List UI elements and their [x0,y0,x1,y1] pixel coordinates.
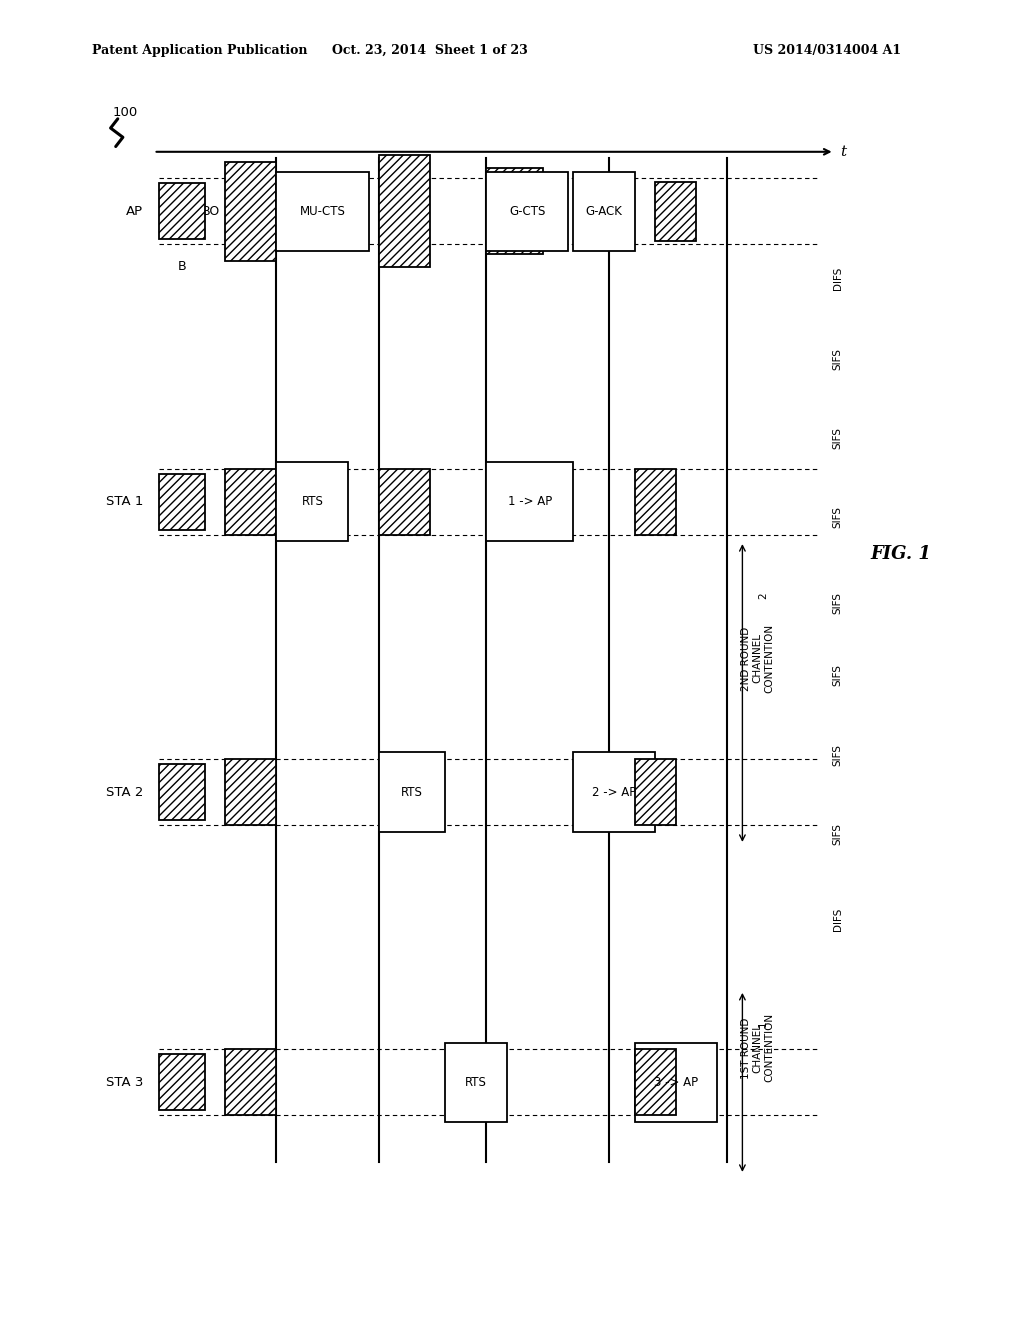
Text: B: B [178,260,186,273]
Bar [225,162,276,261]
Text: 1: 1 [758,1020,768,1027]
Text: BO: BO [202,205,220,218]
Bar [635,759,676,825]
Text: t: t [840,145,846,158]
Bar [159,764,205,820]
Text: US 2014/0314004 A1: US 2014/0314004 A1 [753,44,901,57]
Bar [276,462,348,541]
Text: RTS: RTS [401,785,423,799]
Bar [276,172,369,251]
Text: 2 -> AP: 2 -> AP [592,785,637,799]
Bar [655,181,696,242]
Bar [573,752,655,832]
Bar [225,1049,276,1115]
Text: RTS: RTS [465,1076,487,1089]
Text: Patent Application Publication: Patent Application Publication [92,44,307,57]
Text: G-CTS: G-CTS [509,205,546,218]
Text: AP: AP [126,205,143,218]
Text: SIFS: SIFS [833,743,843,766]
Text: SIFS: SIFS [833,347,843,370]
Bar [379,752,445,832]
Bar [225,759,276,825]
Bar [445,1043,507,1122]
Bar [159,1055,205,1110]
Text: STA 2: STA 2 [106,785,143,799]
Text: SIFS: SIFS [833,506,843,528]
Text: STA 3: STA 3 [106,1076,143,1089]
Text: 3 -> AP: 3 -> AP [653,1076,698,1089]
Bar [159,183,205,239]
Bar [486,168,543,253]
Bar [635,1043,717,1122]
Text: 1ST ROUND
CHANNEL
CONTENTION: 1ST ROUND CHANNEL CONTENTION [741,1014,774,1082]
Text: MU-CTS: MU-CTS [300,205,345,218]
Text: SIFS: SIFS [833,822,843,845]
Bar [225,469,276,535]
Text: DIFS: DIFS [833,907,843,931]
Bar [635,469,676,535]
Text: FIG. 1: FIG. 1 [870,545,932,564]
Text: SIFS: SIFS [833,426,843,449]
Text: 2: 2 [758,593,768,599]
Text: 2ND ROUND
CHANNEL
CONTENTION: 2ND ROUND CHANNEL CONTENTION [741,624,774,693]
Bar [635,1049,676,1115]
Text: 100: 100 [113,106,138,119]
Bar [379,154,430,267]
Bar [573,172,635,251]
Text: SIFS: SIFS [833,591,843,614]
Text: RTS: RTS [301,495,324,508]
Text: DIFS: DIFS [833,267,843,290]
Text: 1 -> AP: 1 -> AP [508,495,552,508]
Text: Oct. 23, 2014  Sheet 1 of 23: Oct. 23, 2014 Sheet 1 of 23 [332,44,528,57]
Text: STA 1: STA 1 [106,495,143,508]
Bar [486,462,573,541]
Bar [379,469,430,535]
Bar [159,474,205,529]
Text: G-ACK: G-ACK [586,205,623,218]
Text: SIFS: SIFS [833,664,843,686]
Bar [486,172,568,251]
